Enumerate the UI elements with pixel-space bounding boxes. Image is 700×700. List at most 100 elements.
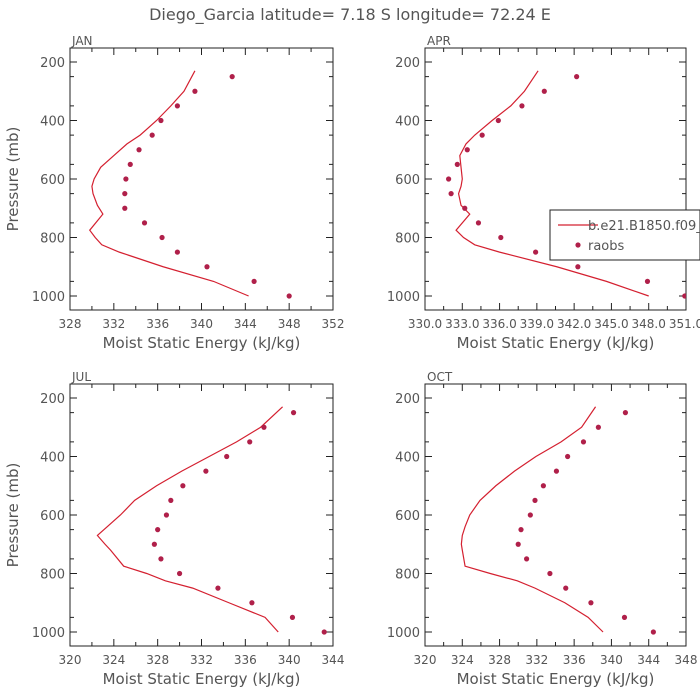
x-tick-label: 336 <box>563 653 586 667</box>
obs-point <box>249 600 255 606</box>
obs-point <box>127 161 133 167</box>
y-tick-label: 600 <box>395 173 420 188</box>
x-tick-label: 345.0 <box>594 317 628 331</box>
obs-point <box>174 103 180 109</box>
y-tick-label: 200 <box>40 392 65 407</box>
x-tick-label: 328 <box>488 653 511 667</box>
panel-oct: OCT 200 400 600 800 1000 320 324 328 332 336 340 344… <box>387 370 698 688</box>
panels-group: JAN 200 400 600 800 1000 328 332 336 340 344 348 352… <box>4 34 700 688</box>
y-tick-label: 1000 <box>32 290 65 305</box>
y-tick-label: 800 <box>395 232 420 247</box>
x-tick-label: 320 <box>414 653 437 667</box>
obs-point <box>650 629 656 635</box>
obs-point <box>462 205 468 211</box>
obs-point <box>151 541 157 547</box>
obs-point <box>203 468 209 474</box>
obs-point <box>565 453 571 460</box>
obs-point <box>580 439 587 445</box>
x-tick-label: 348.0 <box>632 317 666 331</box>
obs-point <box>247 439 253 445</box>
obs-point <box>321 629 327 635</box>
obs-point <box>192 88 198 94</box>
y-tick-label: 200 <box>395 392 420 407</box>
x-tick-label: 336.0 <box>482 317 516 331</box>
obs-point <box>224 453 230 460</box>
x-tick-label: 336 <box>146 317 169 331</box>
x-tick-label: 339.0 <box>520 317 554 331</box>
obs-point <box>448 191 454 197</box>
obs-point <box>261 424 267 430</box>
plot-frame-jul <box>69 383 334 647</box>
obs-point <box>621 614 628 620</box>
obs-point <box>515 541 521 547</box>
obs-point <box>122 205 128 211</box>
y-axis-label: Pressure (mb) <box>4 127 22 232</box>
panel-title-jul: JUL <box>71 370 91 384</box>
obs-point <box>215 585 221 591</box>
obs-point <box>540 483 546 489</box>
obs-point <box>136 147 142 153</box>
y-tick-label: 200 <box>40 56 65 71</box>
obs-point <box>475 220 482 226</box>
obs-point <box>464 147 470 153</box>
y-tick-label: 800 <box>40 568 65 583</box>
obs-point <box>532 497 538 503</box>
plot-frame-jan <box>69 47 334 311</box>
x-tick-label: 336 <box>234 653 257 667</box>
obs-point <box>575 264 581 270</box>
obs-point <box>541 88 547 94</box>
y-tick-label: 800 <box>40 232 65 247</box>
obs-point <box>168 497 174 503</box>
x-axis-label: Moist Static Energy (kJ/kg) <box>103 334 301 352</box>
y-tick-label: 200 <box>395 56 420 71</box>
obs-point <box>158 556 164 562</box>
obs-point <box>495 117 501 124</box>
y-tick-label: 600 <box>395 509 420 524</box>
x-tick-label: 348 <box>675 653 698 667</box>
x-tick-label: 320 <box>59 653 82 667</box>
obs-point <box>563 585 569 591</box>
obs-point <box>204 264 210 270</box>
model-line-apr <box>455 70 649 297</box>
x-axis-label: Moist Static Energy (kJ/kg) <box>103 670 301 688</box>
obs-point <box>289 614 296 620</box>
x-tick-label: 330.0 <box>408 317 442 331</box>
x-tick-label: 328 <box>146 653 169 667</box>
x-tick-label: 333.0 <box>445 317 479 331</box>
y-tick-label: 800 <box>395 568 420 583</box>
x-axis-label: Moist Static Energy (kJ/kg) <box>457 670 655 688</box>
obs-point <box>644 278 651 284</box>
obs-point <box>141 220 148 226</box>
obs-point <box>174 249 180 255</box>
obs-point <box>176 570 183 577</box>
obs-point <box>518 527 524 533</box>
y-tick-label: 600 <box>40 173 65 188</box>
obs-point <box>163 512 170 518</box>
panel-jul: JUL 200 400 600 800 1000 320 324 328 332 336 340 344… <box>4 370 344 688</box>
obs-point <box>519 103 525 109</box>
obs-point <box>588 600 594 606</box>
obs-point <box>454 161 460 167</box>
obs-point <box>595 424 601 430</box>
y-tick-label: 1000 <box>387 290 420 305</box>
x-tick-label: 324 <box>102 653 125 667</box>
obs-point <box>533 249 539 255</box>
x-tick-label: 351.0 <box>669 317 700 331</box>
obs-point <box>229 74 235 80</box>
obs-point <box>180 483 186 489</box>
panel-title-apr: APR <box>427 34 451 48</box>
y-tick-label: 1000 <box>387 626 420 641</box>
panel-jan: JAN 200 400 600 800 1000 328 332 336 340 344 348 352… <box>4 34 344 352</box>
model-line-jan <box>88 70 249 297</box>
obs-point <box>123 176 129 182</box>
obs-point <box>574 74 580 80</box>
panel-title-jan: JAN <box>71 34 93 48</box>
obs-point <box>290 410 297 416</box>
obs-point <box>155 527 161 533</box>
panel-apr: APR 200 400 600 800 1000 330.0 333.0 336.0 339.0 3… <box>387 34 700 352</box>
obs-point <box>286 293 292 299</box>
obs-point <box>479 132 485 138</box>
legend-model-label: b.e21.B1850.f09_g17.CMIP6-piControl.001 <box>588 219 700 234</box>
y-tick-label: 400 <box>395 115 420 130</box>
